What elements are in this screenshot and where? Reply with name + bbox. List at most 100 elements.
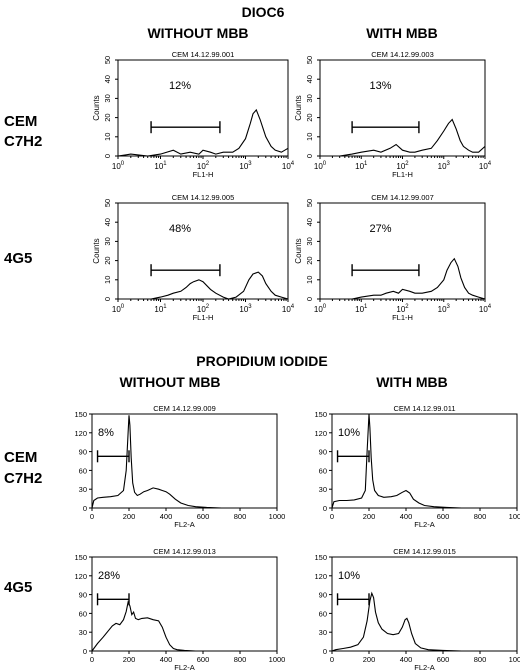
x-tick-label: 104: [479, 161, 492, 171]
column-header-without-mbb-pi: WITHOUT MBB: [119, 374, 220, 390]
row-label-cem-pi: CEM: [4, 449, 37, 466]
gate-marker: [336, 450, 370, 463]
x-tick-label: 100: [112, 304, 125, 314]
percentage-annotation: 12%: [169, 80, 191, 92]
x-tick-label: 102: [396, 304, 409, 314]
y-axis-label: Counts: [294, 238, 303, 263]
x-tick-label: 1000: [509, 512, 520, 521]
x-tick-label: 800: [474, 655, 487, 664]
gate-marker: [96, 450, 130, 463]
y-tick-label: 60: [79, 609, 87, 618]
x-tick-label: 0: [330, 655, 334, 664]
x-axis-label: FL1-H: [392, 170, 413, 179]
x-axis-label: FL1-H: [392, 313, 413, 322]
plot-frame: [91, 556, 278, 652]
y-tick-label: 90: [79, 591, 87, 600]
y-tick-label: 10: [305, 133, 314, 141]
plot-title: CEM 14.12.99.011: [394, 404, 456, 413]
x-tick-label: 104: [282, 161, 295, 171]
y-tick-label: 40: [305, 218, 314, 226]
x-tick-label: 103: [239, 161, 252, 171]
x-tick-label: 600: [437, 512, 450, 521]
y-tick-label: 30: [103, 237, 112, 245]
x-tick-label: 1000: [509, 655, 520, 664]
x-tick-label: 800: [474, 512, 487, 521]
x-tick-label: 1000: [269, 655, 286, 664]
plot-frame: [331, 413, 518, 509]
column-header-with-mbb-pi: WITH MBB: [376, 374, 448, 390]
y-tick-label: 0: [323, 647, 327, 656]
section-title-propidium-iodide: PROPIDIUM IODIDE: [196, 353, 327, 369]
x-tick-label: 100: [314, 304, 327, 314]
x-tick-label: 800: [234, 512, 247, 521]
x-tick-label: 101: [355, 304, 368, 314]
y-tick-label: 0: [305, 297, 314, 301]
x-tick-label: 102: [197, 161, 210, 171]
y-tick-label: 30: [319, 485, 327, 494]
x-tick-label: 103: [438, 304, 451, 314]
x-tick-label: 103: [438, 161, 451, 171]
y-tick-label: 40: [103, 218, 112, 226]
histogram-pi-4g5-with: CEM 14.12.99.015 0 30 60 90 120 150 0 200 400 600 8…: [314, 547, 520, 671]
section-title-dioc6: DIOC6: [242, 4, 285, 20]
y-tick-label: 60: [319, 466, 327, 475]
x-tick-label: 101: [355, 161, 368, 171]
x-axis-label: FL1-H: [193, 170, 214, 179]
x-tick-label: 400: [160, 655, 173, 664]
histogram-dioc6-4g5-with: CEM 14.12.99.007 0 10 20 30 40 50 Counts 100 101 1…: [294, 193, 492, 322]
x-tick-label: 600: [437, 655, 450, 664]
y-tick-label: 150: [314, 553, 327, 562]
y-tick-label: 150: [314, 410, 327, 419]
histogram-trace: [91, 415, 277, 509]
y-tick-label: 20: [103, 113, 112, 121]
plot-title: CEM 14.12.99.013: [153, 547, 216, 556]
y-tick-label: 120: [314, 429, 327, 438]
histogram-trace: [91, 600, 277, 652]
x-tick-label: 100: [112, 161, 125, 171]
plot-title: CEM 14.12.99.005: [172, 193, 235, 202]
histogram-pi-4g5-without: CEM 14.12.99.013 0 30 60 90 120 150 0 200 400 600 8…: [74, 547, 285, 671]
histogram-pi-cem-without: CEM 14.12.99.009 0 30 60 90 120 150 0 200 400 600 8…: [74, 404, 285, 529]
percentage-annotation: 48%: [169, 223, 191, 235]
x-tick-label: 104: [282, 304, 295, 314]
y-tick-label: 0: [83, 647, 87, 656]
plot-frame: [117, 202, 289, 300]
x-tick-label: 0: [90, 512, 94, 521]
y-tick-label: 120: [74, 429, 87, 438]
x-axis-label: FL2-A: [174, 520, 194, 529]
x-tick-label: 400: [400, 655, 413, 664]
histogram-trace: [331, 591, 517, 652]
x-tick-label: 400: [160, 512, 173, 521]
x-tick-label: 600: [197, 512, 210, 521]
y-tick-label: 50: [305, 199, 314, 207]
x-axis-label: FL2-A: [414, 520, 434, 529]
y-tick-label: 50: [103, 199, 112, 207]
y-tick-label: 120: [314, 572, 327, 581]
x-tick-label: 101: [154, 304, 167, 314]
x-axis-label: FL2-A: [414, 663, 434, 671]
y-tick-label: 0: [83, 504, 87, 513]
x-tick-label: 200: [123, 512, 136, 521]
y-tick-label: 150: [74, 553, 87, 562]
percentage-annotation: 28%: [98, 570, 120, 582]
y-tick-label: 120: [74, 572, 87, 581]
x-tick-label: 104: [479, 304, 492, 314]
histogram-trace: [320, 257, 486, 300]
x-tick-label: 200: [123, 655, 136, 664]
y-tick-label: 10: [103, 276, 112, 284]
histogram-trace: [320, 118, 486, 157]
y-tick-label: 10: [305, 276, 314, 284]
histogram-trace: [117, 108, 289, 157]
percentage-annotation: 8%: [98, 427, 114, 439]
gate-marker: [150, 121, 221, 134]
x-axis-label: FL1-H: [193, 313, 214, 322]
row-label-4g5: 4G5: [4, 250, 32, 267]
x-tick-label: 101: [154, 161, 167, 171]
y-tick-label: 30: [305, 237, 314, 245]
percentage-annotation: 27%: [370, 223, 392, 235]
plot-frame: [331, 556, 518, 652]
gate-marker: [336, 593, 370, 606]
x-tick-label: 400: [400, 512, 413, 521]
plot-title: CEM 14.12.99.001: [172, 50, 235, 59]
